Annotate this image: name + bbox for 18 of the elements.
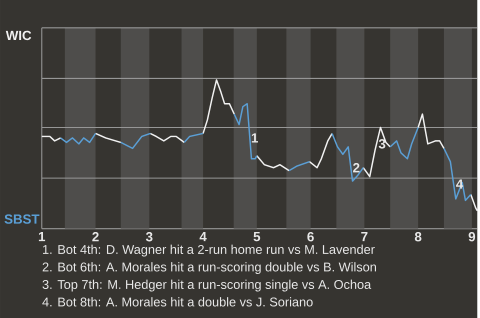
x-tick-label: 4	[200, 232, 207, 242]
text: SBST	[4, 214, 40, 224]
text: WIC	[6, 30, 32, 40]
text: 2. Bot 6th: A. Morales hit a run-scoring double vs B. Wilson	[42, 262, 376, 274]
x-tick-label: 9	[468, 232, 476, 242]
annotation: 3	[378, 139, 386, 148]
annotation: 1	[252, 133, 258, 142]
text: 4. Bot 8th: A. Morales hit a double vs J. Soriano	[42, 297, 313, 306]
x-tick-label: 8	[414, 232, 422, 242]
x-tick-label: 1	[38, 232, 46, 242]
x-tick-label: 3	[146, 232, 153, 242]
annotation: 2	[353, 162, 360, 172]
text: 3. Top 7th: M. Hedger hit a run-scoring single vs A. Ochoa	[42, 280, 372, 292]
text: 1. Bot 4th: D. Wagner hit a 2-run home run vs M. Lavender	[43, 244, 375, 256]
x-tick-label: 7	[361, 232, 368, 242]
x-tick-label: 2	[92, 232, 99, 242]
x-tick-label: 5	[254, 232, 260, 242]
x-tick-label: 6	[307, 232, 314, 242]
